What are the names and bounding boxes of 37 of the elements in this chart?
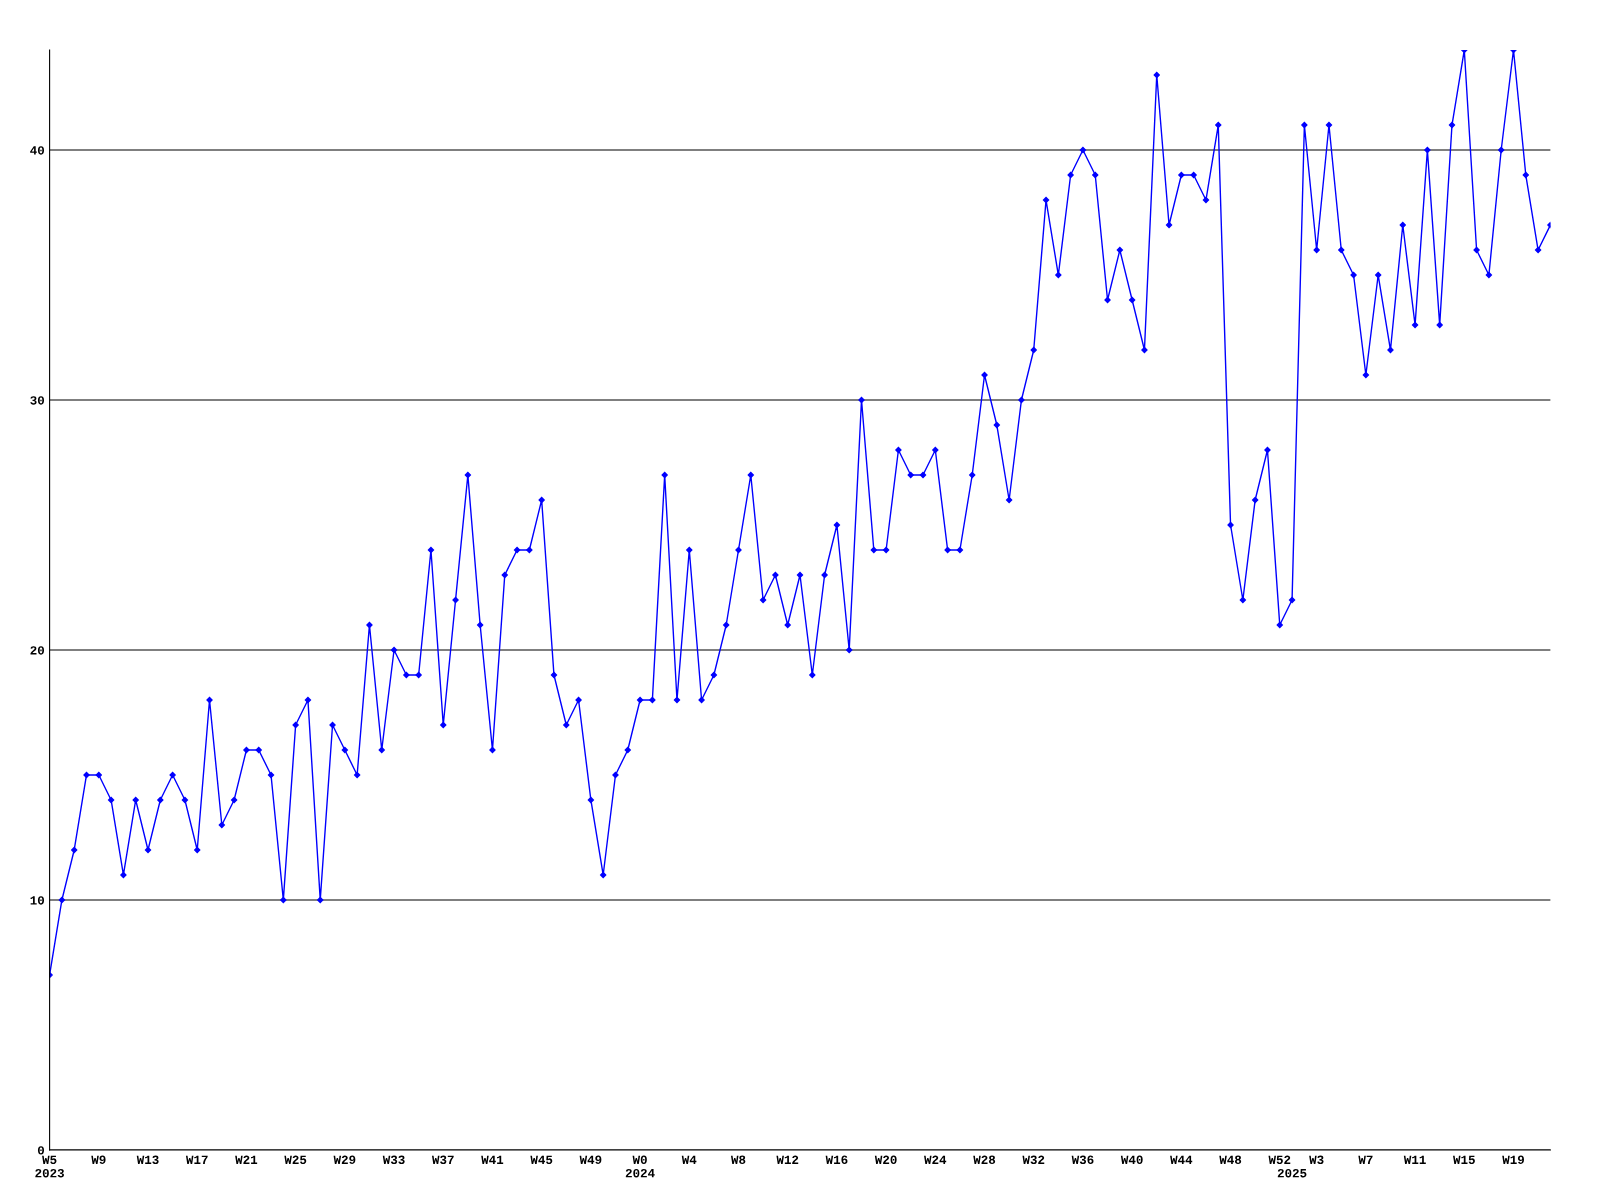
x-tick-label: W8 [730,1155,746,1164]
x-tick-label: W15 [1453,1155,1475,1164]
x-tick-label: W41 [481,1155,504,1164]
x-tick-label: W4 [681,1155,697,1164]
x-tick-label: W36 [1071,1155,1094,1165]
x-tick-label: W40 [1120,1155,1143,1164]
x-tick-label: W21 [235,1155,258,1164]
x-tick-label: W3 [1309,1155,1324,1165]
x-tick-label: W29 [333,1155,356,1164]
x-tick-label: W52 [1268,1155,1291,1164]
x-tick-label: W16 [825,1155,848,1164]
x-tick-label: W11 [1403,1155,1426,1164]
x-tick-label: W20 [874,1155,897,1164]
y-tick-label: 20 [30,646,45,655]
x-tick-label: W0 2024 [625,1155,655,1178]
x-tick-label: W25 [284,1155,307,1164]
x-tick-label: W13 [136,1155,159,1165]
y-tick-label: 40 [30,146,45,155]
x-tick-label: W17 [185,1155,208,1164]
x-tick-label: W19 [1502,1155,1524,1164]
x-tick-label: W7 [1358,1155,1373,1164]
x-tick-label: W24 [924,1155,947,1164]
x-tick-label: W9 [91,1155,106,1164]
x-tick-label: W44 [1170,1155,1193,1164]
x-tick-label: W37 [432,1155,454,1165]
x-tick-label: W28 [973,1155,996,1164]
x-tick-label: W45 [530,1155,553,1164]
x-tick-label: W48 [1219,1155,1242,1164]
x-tick-label: 2025 [1277,1168,1307,1178]
x-tick-label: W49 [579,1155,602,1164]
x-tick-label: W5 2023 [35,1155,64,1178]
x-tick-label: W33 [382,1155,405,1165]
x-tick-label: W12 [776,1155,799,1164]
y-tick-label: 30 [30,396,45,405]
y-tick-label: 0 [37,1146,45,1155]
x-tick-label: W32 [1022,1155,1045,1165]
y-tick-label: 10 [30,896,45,905]
